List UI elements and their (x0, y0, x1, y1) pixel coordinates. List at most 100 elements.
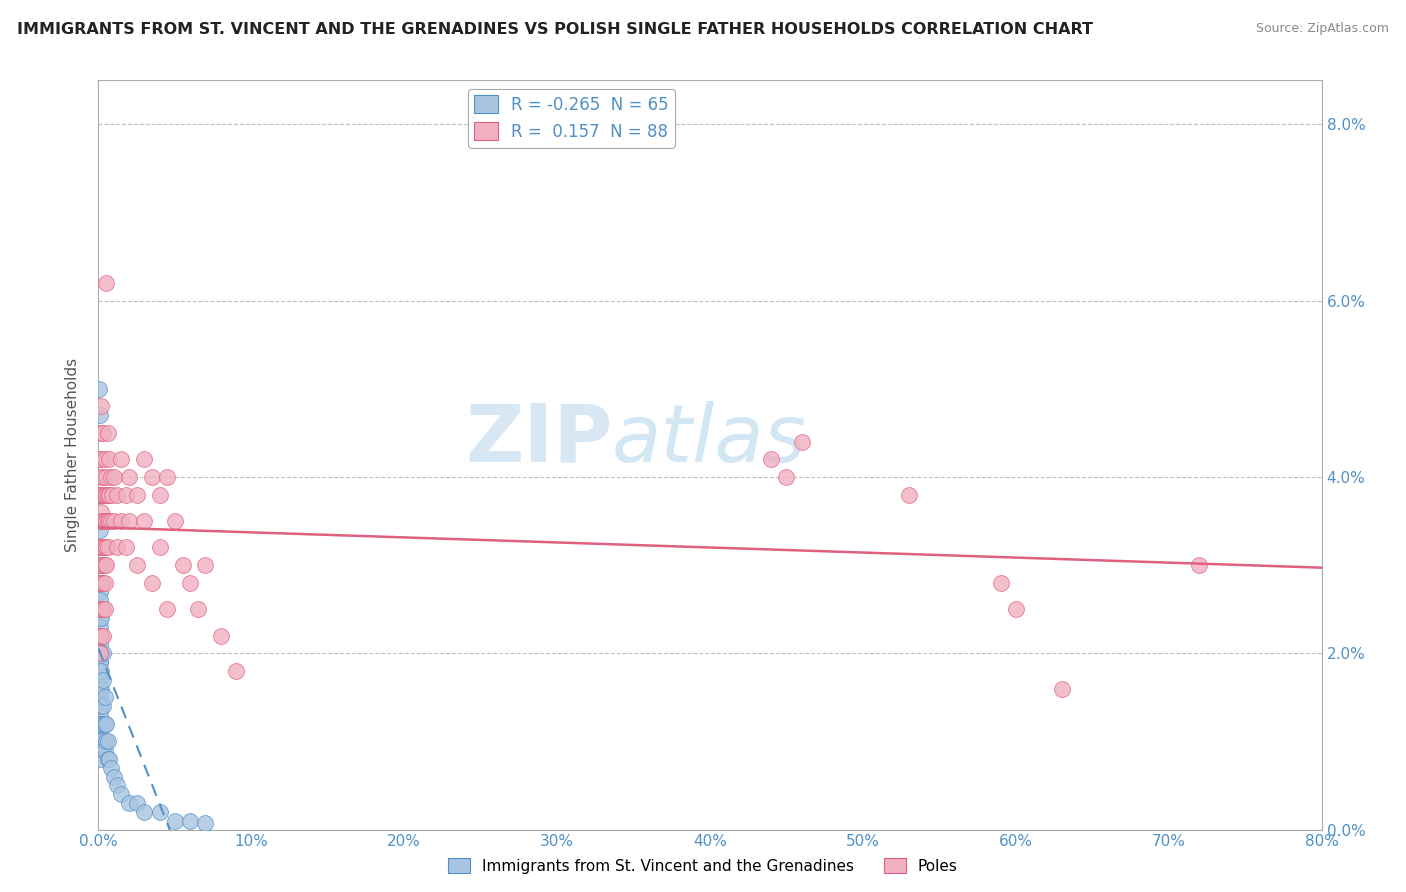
Point (89, 575, 111, 590)
Point (91, 743, 114, 757)
Point (90, 716, 112, 731)
Point (194, 558, 217, 573)
Point (89, 487, 111, 501)
Point (98, 452, 121, 467)
Point (89, 664, 111, 678)
Point (209, 629, 232, 643)
Point (141, 470, 163, 484)
Point (94, 541, 117, 555)
Point (90, 664, 112, 678)
Point (90, 602, 112, 616)
Point (90, 505, 112, 519)
Point (91, 558, 114, 573)
Point (141, 575, 163, 590)
Point (90, 452, 112, 467)
Point (89, 487, 111, 501)
Point (89, 382, 111, 396)
Point (134, 514, 156, 528)
Point (89, 646, 111, 660)
Point (990, 575, 1012, 590)
Point (91, 673, 114, 687)
Point (89, 646, 111, 660)
Point (94, 558, 117, 573)
Point (89, 558, 111, 573)
Point (90, 699, 112, 714)
Point (89, 690, 111, 705)
Point (89, 541, 111, 555)
Point (90, 514, 112, 528)
Point (89, 409, 111, 423)
Point (97, 514, 120, 528)
Point (90, 681, 112, 696)
Point (89, 602, 111, 616)
Point (179, 575, 201, 590)
Text: Source: ZipAtlas.com: Source: ZipAtlas.com (1256, 22, 1389, 36)
Point (93, 575, 115, 590)
Point (115, 487, 138, 501)
Point (101, 487, 124, 501)
Point (89, 699, 111, 714)
Point (91, 487, 114, 501)
Point (91, 699, 114, 714)
Point (93, 541, 115, 555)
Point (89, 575, 111, 590)
Y-axis label: Single Father Households: Single Father Households (65, 358, 80, 552)
Point (105, 541, 128, 555)
Point (172, 558, 194, 573)
Point (179, 814, 201, 828)
Point (89, 629, 111, 643)
Point (89, 629, 111, 643)
Point (163, 514, 186, 528)
Point (89, 734, 111, 748)
Point (91, 541, 114, 555)
Point (115, 541, 138, 555)
Point (89, 655, 111, 669)
Point (149, 487, 172, 501)
Point (89, 452, 111, 467)
Point (125, 487, 148, 501)
Point (94, 716, 117, 731)
Point (156, 470, 179, 484)
Point (1188, 558, 1211, 573)
Point (89, 611, 111, 625)
Point (97, 734, 120, 748)
Point (790, 434, 813, 449)
Point (93, 716, 115, 731)
Point (187, 602, 209, 616)
Point (1050, 681, 1073, 696)
Point (105, 487, 128, 501)
Point (149, 541, 172, 555)
Point (103, 470, 125, 484)
Point (91, 629, 114, 643)
Point (134, 452, 156, 467)
Point (90, 611, 112, 625)
Point (98, 514, 121, 528)
Point (90, 487, 112, 501)
Point (93, 514, 115, 528)
Point (103, 770, 125, 784)
Point (89, 452, 111, 467)
Point (225, 664, 247, 678)
Text: atlas: atlas (612, 401, 807, 479)
Point (89, 708, 111, 723)
Point (100, 514, 122, 528)
Point (89, 602, 111, 616)
Point (100, 761, 122, 775)
Point (89, 620, 111, 634)
Point (90, 602, 112, 616)
Point (98, 487, 121, 501)
Point (90, 470, 112, 484)
Point (163, 814, 186, 828)
Point (118, 514, 141, 528)
Point (89, 637, 111, 651)
Point (91, 575, 114, 590)
Point (110, 452, 132, 467)
Point (89, 523, 111, 537)
Legend: Immigrants from St. Vincent and the Grenadines, Poles: Immigrants from St. Vincent and the Gren… (441, 852, 965, 880)
Legend: R = -0.265  N = 65, R =  0.157  N = 88: R = -0.265 N = 65, R = 0.157 N = 88 (468, 88, 675, 147)
Point (89, 725, 111, 739)
Point (90, 646, 112, 660)
Point (90, 575, 112, 590)
Point (100, 470, 122, 484)
Point (97, 425, 120, 440)
